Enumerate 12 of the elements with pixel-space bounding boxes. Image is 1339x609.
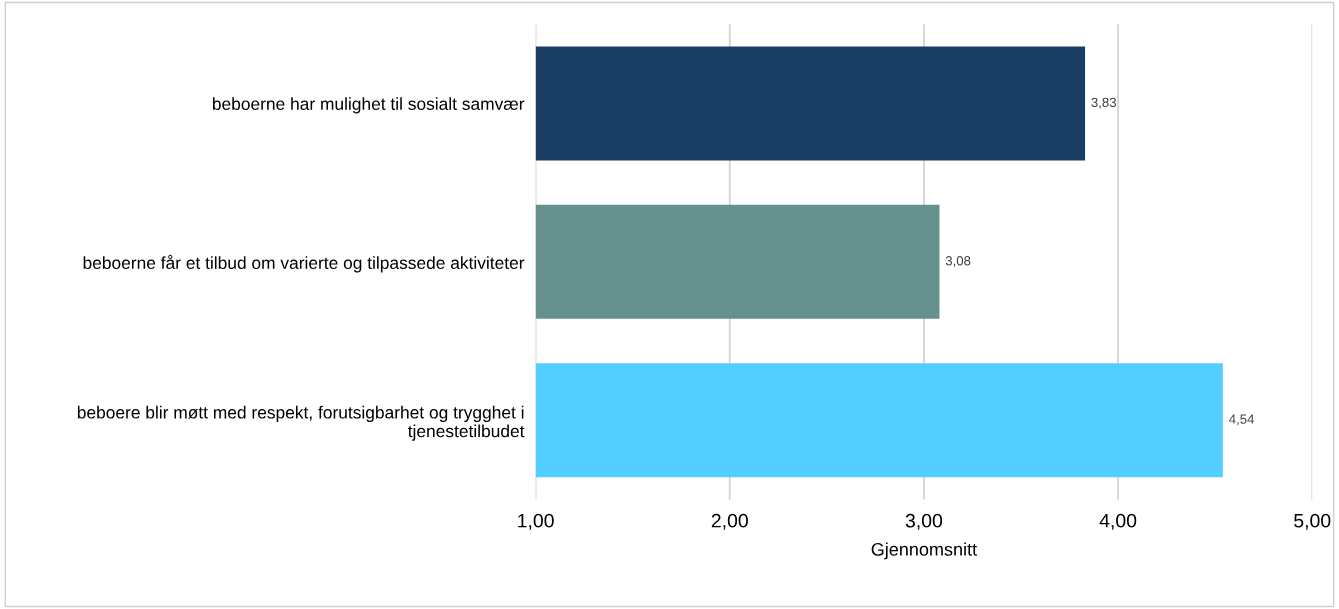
x-tick-label: 3,00 [905, 513, 943, 530]
y-tick-label: beboere blir møtt med respekt, forutsigbarhet og trygghet i tjenestetilbudet [77, 405, 525, 441]
x-axis-title: Gjennomsnitt [871, 542, 977, 560]
data-label: 3,83 [1091, 97, 1116, 109]
x-tick-label: 4,00 [1099, 513, 1137, 530]
data-label: 3,08 [945, 256, 971, 267]
data-label: 4,54 [1229, 414, 1255, 426]
x-tick-label: 2,00 [711, 513, 748, 530]
x-tick-label: 1,00 [518, 513, 554, 530]
x-tick-label: 5,00 [1294, 513, 1331, 530]
y-tick-label: beboerne får et tilbud om varierte og tilpassede aktiviteter [83, 254, 525, 273]
y-tick-label: beboerne har mulighet til sosialt samvær [212, 97, 525, 114]
